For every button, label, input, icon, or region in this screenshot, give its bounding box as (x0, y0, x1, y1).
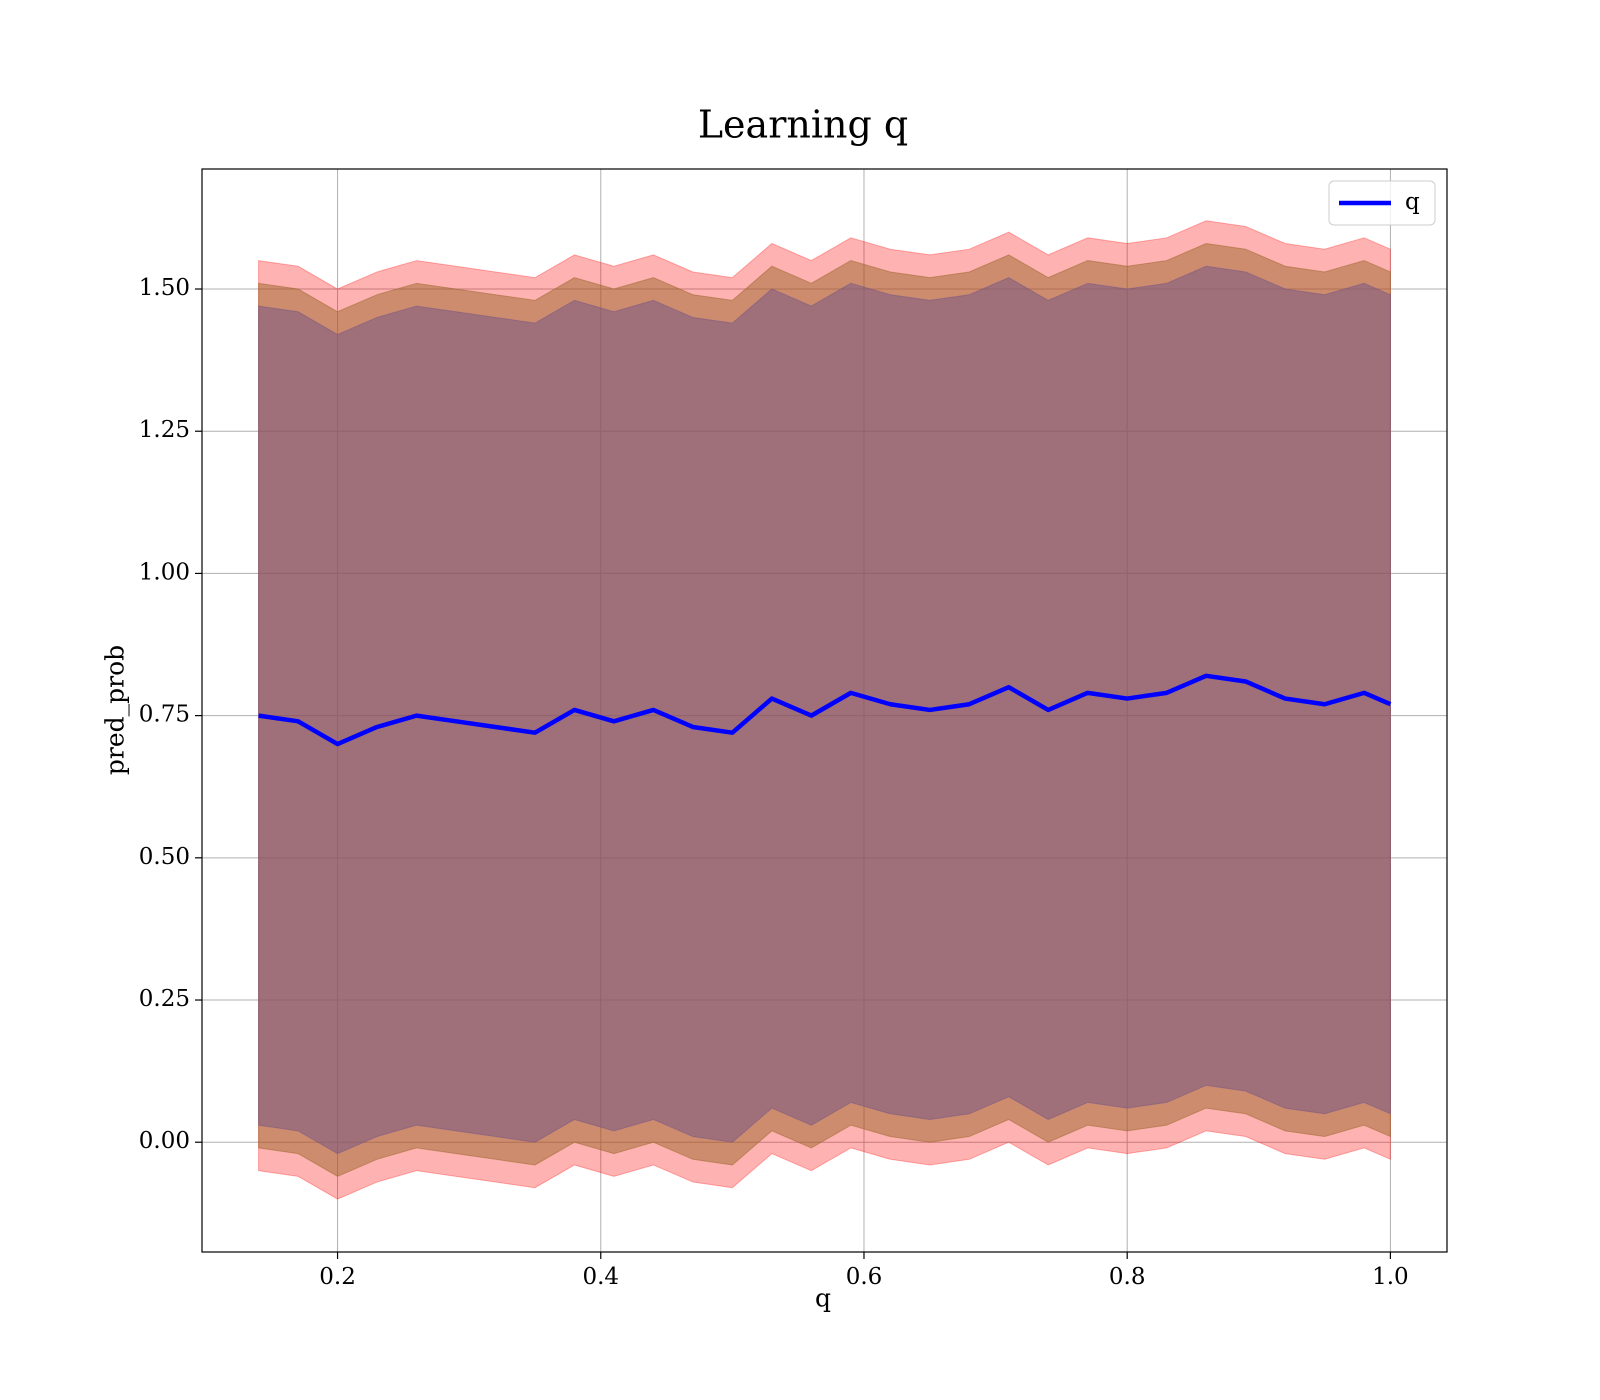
y-axis-label: pred_prob (101, 645, 130, 775)
x-tick-label: 0.8 (1109, 1264, 1146, 1290)
x-tick-label: 0.2 (319, 1264, 356, 1290)
y-tick-label: 0.25 (139, 986, 190, 1012)
line (258, 673, 1392, 747)
x-axis-label: q (815, 1284, 831, 1313)
plot-frame (201, 168, 1448, 1253)
y-tick-label: 0.00 (139, 1128, 190, 1154)
y-tick-label: 1.25 (139, 417, 190, 443)
legend: q (1328, 180, 1436, 226)
x-tick-label: 1.0 (1372, 1264, 1409, 1290)
legend-label: q (1405, 189, 1420, 215)
chart-title: Learning q (698, 103, 908, 147)
x-tick-label: 0.4 (582, 1264, 619, 1290)
x-tick-label: 0.6 (846, 1264, 883, 1290)
y-tick-label: 1.50 (139, 275, 190, 301)
y-tick-label: 1.00 (139, 559, 190, 585)
y-tick-label: 0.50 (139, 844, 190, 870)
y-tick-label: 0.75 (139, 702, 190, 728)
